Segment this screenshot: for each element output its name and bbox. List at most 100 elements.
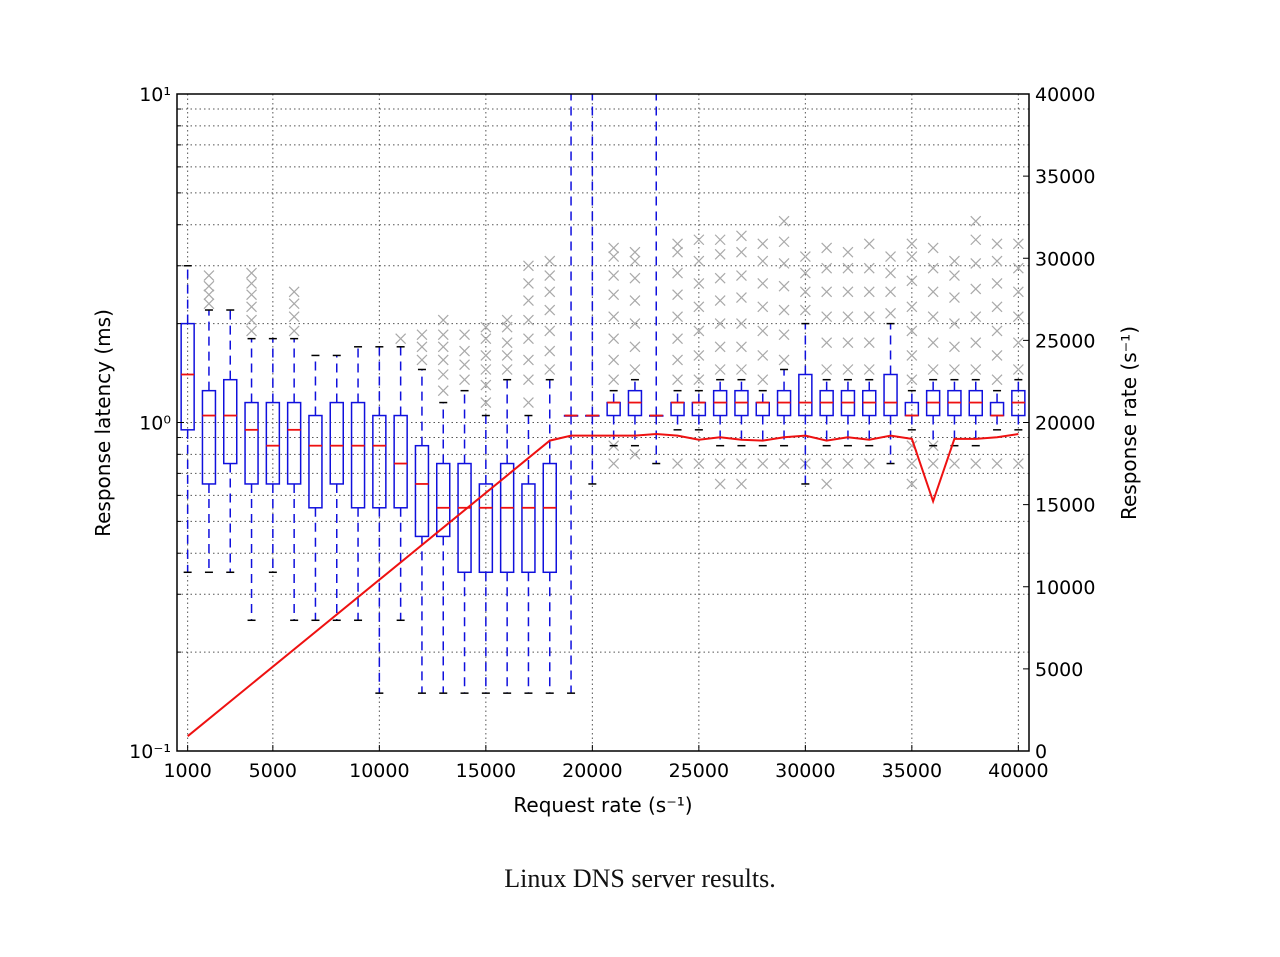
outlier-marker [203, 289, 215, 301]
outlier-marker [991, 374, 1003, 386]
outlier-marker [246, 301, 257, 313]
outlier-marker [970, 458, 982, 469]
outlier-marker [863, 337, 875, 349]
outlier-marker [416, 329, 428, 341]
box [436, 462, 451, 538]
box [244, 401, 259, 485]
outlier-marker [927, 262, 939, 274]
box [286, 401, 302, 485]
outlier-marker [863, 238, 875, 250]
outlier-marker [714, 478, 726, 490]
outlier-marker [437, 314, 449, 326]
outlier-marker [991, 278, 1003, 289]
outlier-marker [757, 301, 769, 313]
outlier-marker [885, 307, 896, 319]
outlier-marker [1012, 311, 1024, 323]
box [414, 444, 430, 538]
outlier-marker [288, 286, 300, 298]
outlier-marker [927, 458, 939, 469]
outlier-marker [906, 325, 918, 337]
outlier-marker [757, 350, 769, 361]
y-right-tick-label: 40000 [1035, 84, 1095, 106]
outlier-marker [991, 238, 1003, 250]
outlier-marker [863, 286, 875, 298]
x-tick-label: 25000 [669, 760, 729, 782]
outlier-marker [927, 286, 939, 298]
outlier-marker [693, 374, 705, 386]
outlier-marker [821, 262, 833, 274]
outlier-marker [523, 333, 534, 345]
outlier-marker [693, 350, 705, 361]
outlier-marker [288, 311, 300, 323]
outlier-marker [480, 397, 492, 408]
outlier-marker [629, 246, 641, 258]
outlier-marker [714, 458, 726, 469]
outlier-marker [991, 350, 1003, 361]
outlier-marker [459, 374, 470, 386]
outlier-marker [1012, 458, 1024, 469]
outlier-marker [693, 325, 705, 337]
outlier-marker [416, 354, 428, 366]
outlier-marker [736, 341, 747, 353]
outlier-marker [714, 234, 726, 246]
box [457, 462, 472, 574]
outlier-marker [523, 278, 534, 289]
outlier-marker [949, 364, 960, 375]
outlier-marker [480, 333, 492, 345]
outliers [203, 215, 1024, 490]
outlier-marker [608, 289, 620, 301]
outlier-marker [246, 325, 257, 337]
outlier-marker [821, 478, 833, 490]
outlier-marker [885, 251, 896, 262]
outlier-marker [693, 278, 705, 289]
outlier-marker [501, 350, 513, 361]
outlier-marker [778, 257, 790, 269]
outlier-marker [970, 283, 982, 295]
outlier-marker [629, 255, 641, 267]
outlier-marker [544, 270, 556, 282]
outlier-marker [246, 314, 257, 326]
outlier-marker [799, 286, 811, 298]
outlier-marker [906, 374, 918, 386]
outlier-marker [949, 255, 960, 267]
outlier-marker [629, 341, 641, 353]
outlier-marker [949, 341, 960, 353]
outlier-marker [778, 280, 790, 292]
outlier-marker [203, 280, 215, 292]
outlier-marker [757, 238, 769, 250]
axis-ticks: 1000 5000 10000 15000 20000 25000 30000 35000 40… [129, 84, 1095, 782]
outlier-marker [949, 292, 960, 304]
outlier-marker [714, 248, 726, 260]
outlier-marker [608, 374, 620, 386]
outlier-marker [970, 337, 982, 349]
x-tick-label: 40000 [988, 760, 1048, 782]
outlier-marker [1012, 286, 1024, 298]
outlier-marker [970, 234, 982, 246]
box [265, 401, 281, 485]
outlier-marker [693, 234, 705, 246]
outlier-marker [778, 236, 790, 248]
outlier-marker [736, 230, 747, 242]
outlier-marker [778, 329, 790, 341]
outlier-marker [629, 295, 641, 307]
outlier-marker [544, 345, 556, 357]
outlier-marker [203, 298, 215, 310]
outlier-marker [480, 350, 492, 361]
outlier-marker [1012, 364, 1024, 375]
y-left-tick-label: 10⁰ [139, 413, 171, 435]
x-tick-label: 20000 [562, 760, 622, 782]
outlier-marker [544, 255, 556, 267]
outlier-marker [927, 311, 939, 323]
x-axis-label: Request rate (s⁻¹) [513, 793, 692, 817]
box [329, 401, 344, 485]
outlier-marker [821, 458, 833, 469]
x-tick-label: 10000 [349, 760, 409, 782]
outlier-marker [672, 374, 683, 386]
y-right-tick-label: 20000 [1035, 413, 1095, 435]
outlier-marker [544, 304, 556, 316]
outlier-marker [949, 318, 960, 330]
outlier-marker [672, 246, 683, 258]
outlier-marker [885, 286, 896, 298]
y-right-tick-label: 35000 [1035, 166, 1095, 188]
outlier-marker [672, 311, 683, 323]
